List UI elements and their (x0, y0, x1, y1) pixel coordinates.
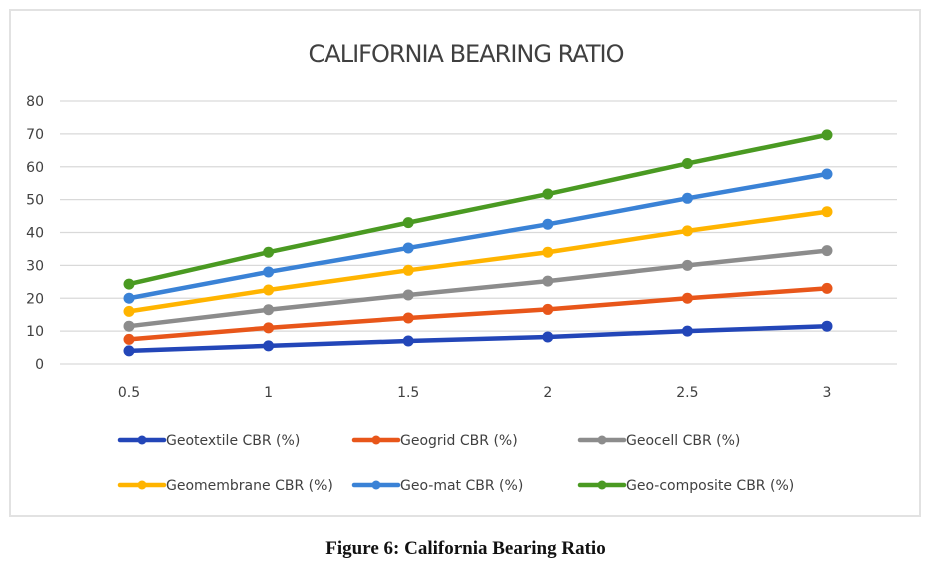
data-point (681, 225, 693, 237)
x-tick-label: 2.5 (676, 385, 698, 401)
legend-label: Geotextile CBR (%) (166, 433, 300, 449)
series-geocell-cbr (123, 245, 833, 332)
legend-marker-icon (137, 480, 147, 490)
legend-item: Geo-mat CBR (%) (351, 478, 523, 494)
figure-caption: Figure 6: California Bearing Ratio (325, 538, 606, 559)
data-point (821, 206, 833, 218)
data-point (821, 168, 833, 180)
legend: Geotextile CBR (%) Geogrid CBR (%) Geocell… (117, 433, 794, 494)
data-point (263, 304, 275, 316)
series-line (126, 132, 830, 287)
series-line (126, 323, 830, 354)
legend-item: Geomembrane CBR (%) (117, 478, 333, 494)
data-point (681, 259, 693, 271)
data-point (402, 242, 414, 254)
legend-item: Geocell CBR (%) (577, 433, 740, 449)
legend-marker-icon (137, 435, 147, 445)
y-axis-ticks: 0 10 20 30 40 50 60 70 80 (26, 94, 44, 373)
y-tick-label: 50 (26, 193, 44, 209)
data-point (263, 322, 275, 334)
data-point (402, 289, 414, 301)
legend-marker-icon (597, 480, 607, 490)
chart-title: CALIFORNIA BEARING RATIO (309, 40, 624, 68)
data-point (542, 303, 554, 315)
series-geogrid-cbr (123, 282, 833, 345)
data-point (402, 264, 414, 276)
data-point (681, 157, 693, 169)
data-point (263, 340, 275, 352)
data-point (542, 218, 554, 230)
x-tick-label: 3 (823, 385, 832, 401)
data-point (263, 246, 275, 258)
data-point (542, 188, 554, 200)
data-point (123, 278, 135, 290)
data-point (123, 333, 135, 345)
x-tick-label: 1.5 (397, 385, 419, 401)
data-point (123, 345, 135, 357)
series-line (126, 171, 830, 301)
legend-item: Geogrid CBR (%) (351, 433, 518, 449)
y-tick-label: 20 (26, 291, 44, 307)
legend-marker-icon (371, 435, 381, 445)
series-line (126, 209, 830, 314)
data-point (542, 331, 554, 343)
data-point (681, 325, 693, 337)
series-line (126, 286, 830, 342)
chart-frame: CALIFORNIA BEARING RATIO 0 10 20 30 40 50 60 70… (9, 9, 921, 517)
legend-label: Geogrid CBR (%) (400, 433, 518, 449)
data-point (402, 312, 414, 324)
legend-label: Geo-composite CBR (%) (626, 478, 794, 494)
series-geomembrane-cbr (123, 206, 833, 317)
series-geotextile-cbr (123, 320, 833, 357)
series-geo-mat-cbr (123, 168, 833, 304)
x-tick-label: 1 (264, 385, 273, 401)
line-chart: CALIFORNIA BEARING RATIO 0 10 20 30 40 50 60 70… (26, 40, 897, 494)
x-tick-label: 2 (543, 385, 552, 401)
data-point (402, 217, 414, 229)
data-point (402, 335, 414, 347)
y-tick-label: 40 (26, 226, 44, 242)
x-axis-ticks: 0.5 1 1.5 2 2.5 3 (118, 385, 832, 401)
data-point (821, 282, 833, 294)
y-tick-label: 30 (26, 258, 44, 274)
series-line (126, 248, 830, 329)
gridlines (60, 100, 897, 365)
y-tick-label: 0 (35, 357, 44, 373)
data-point (542, 275, 554, 287)
data-point (821, 129, 833, 141)
data-point (821, 320, 833, 332)
y-tick-label: 70 (26, 127, 44, 143)
legend-item: Geotextile CBR (%) (117, 433, 300, 449)
data-point (123, 305, 135, 317)
data-point (681, 192, 693, 204)
data-point (123, 292, 135, 304)
y-tick-label: 80 (26, 94, 44, 110)
legend-label: Geo-mat CBR (%) (400, 478, 523, 494)
y-tick-label: 10 (26, 324, 44, 340)
legend-label: Geocell CBR (%) (626, 433, 740, 449)
legend-item: Geo-composite CBR (%) (577, 478, 794, 494)
data-point (542, 246, 554, 258)
x-tick-label: 0.5 (118, 385, 140, 401)
data-point (821, 245, 833, 257)
data-point (263, 284, 275, 296)
legend-marker-icon (597, 435, 607, 445)
legend-label: Geomembrane CBR (%) (166, 478, 333, 494)
legend-marker-icon (371, 480, 381, 490)
y-tick-label: 60 (26, 160, 44, 176)
data-point (681, 292, 693, 304)
series-lines (123, 129, 833, 357)
series-geo-composite-cbr (123, 129, 833, 290)
data-point (123, 320, 135, 332)
data-point (263, 266, 275, 278)
